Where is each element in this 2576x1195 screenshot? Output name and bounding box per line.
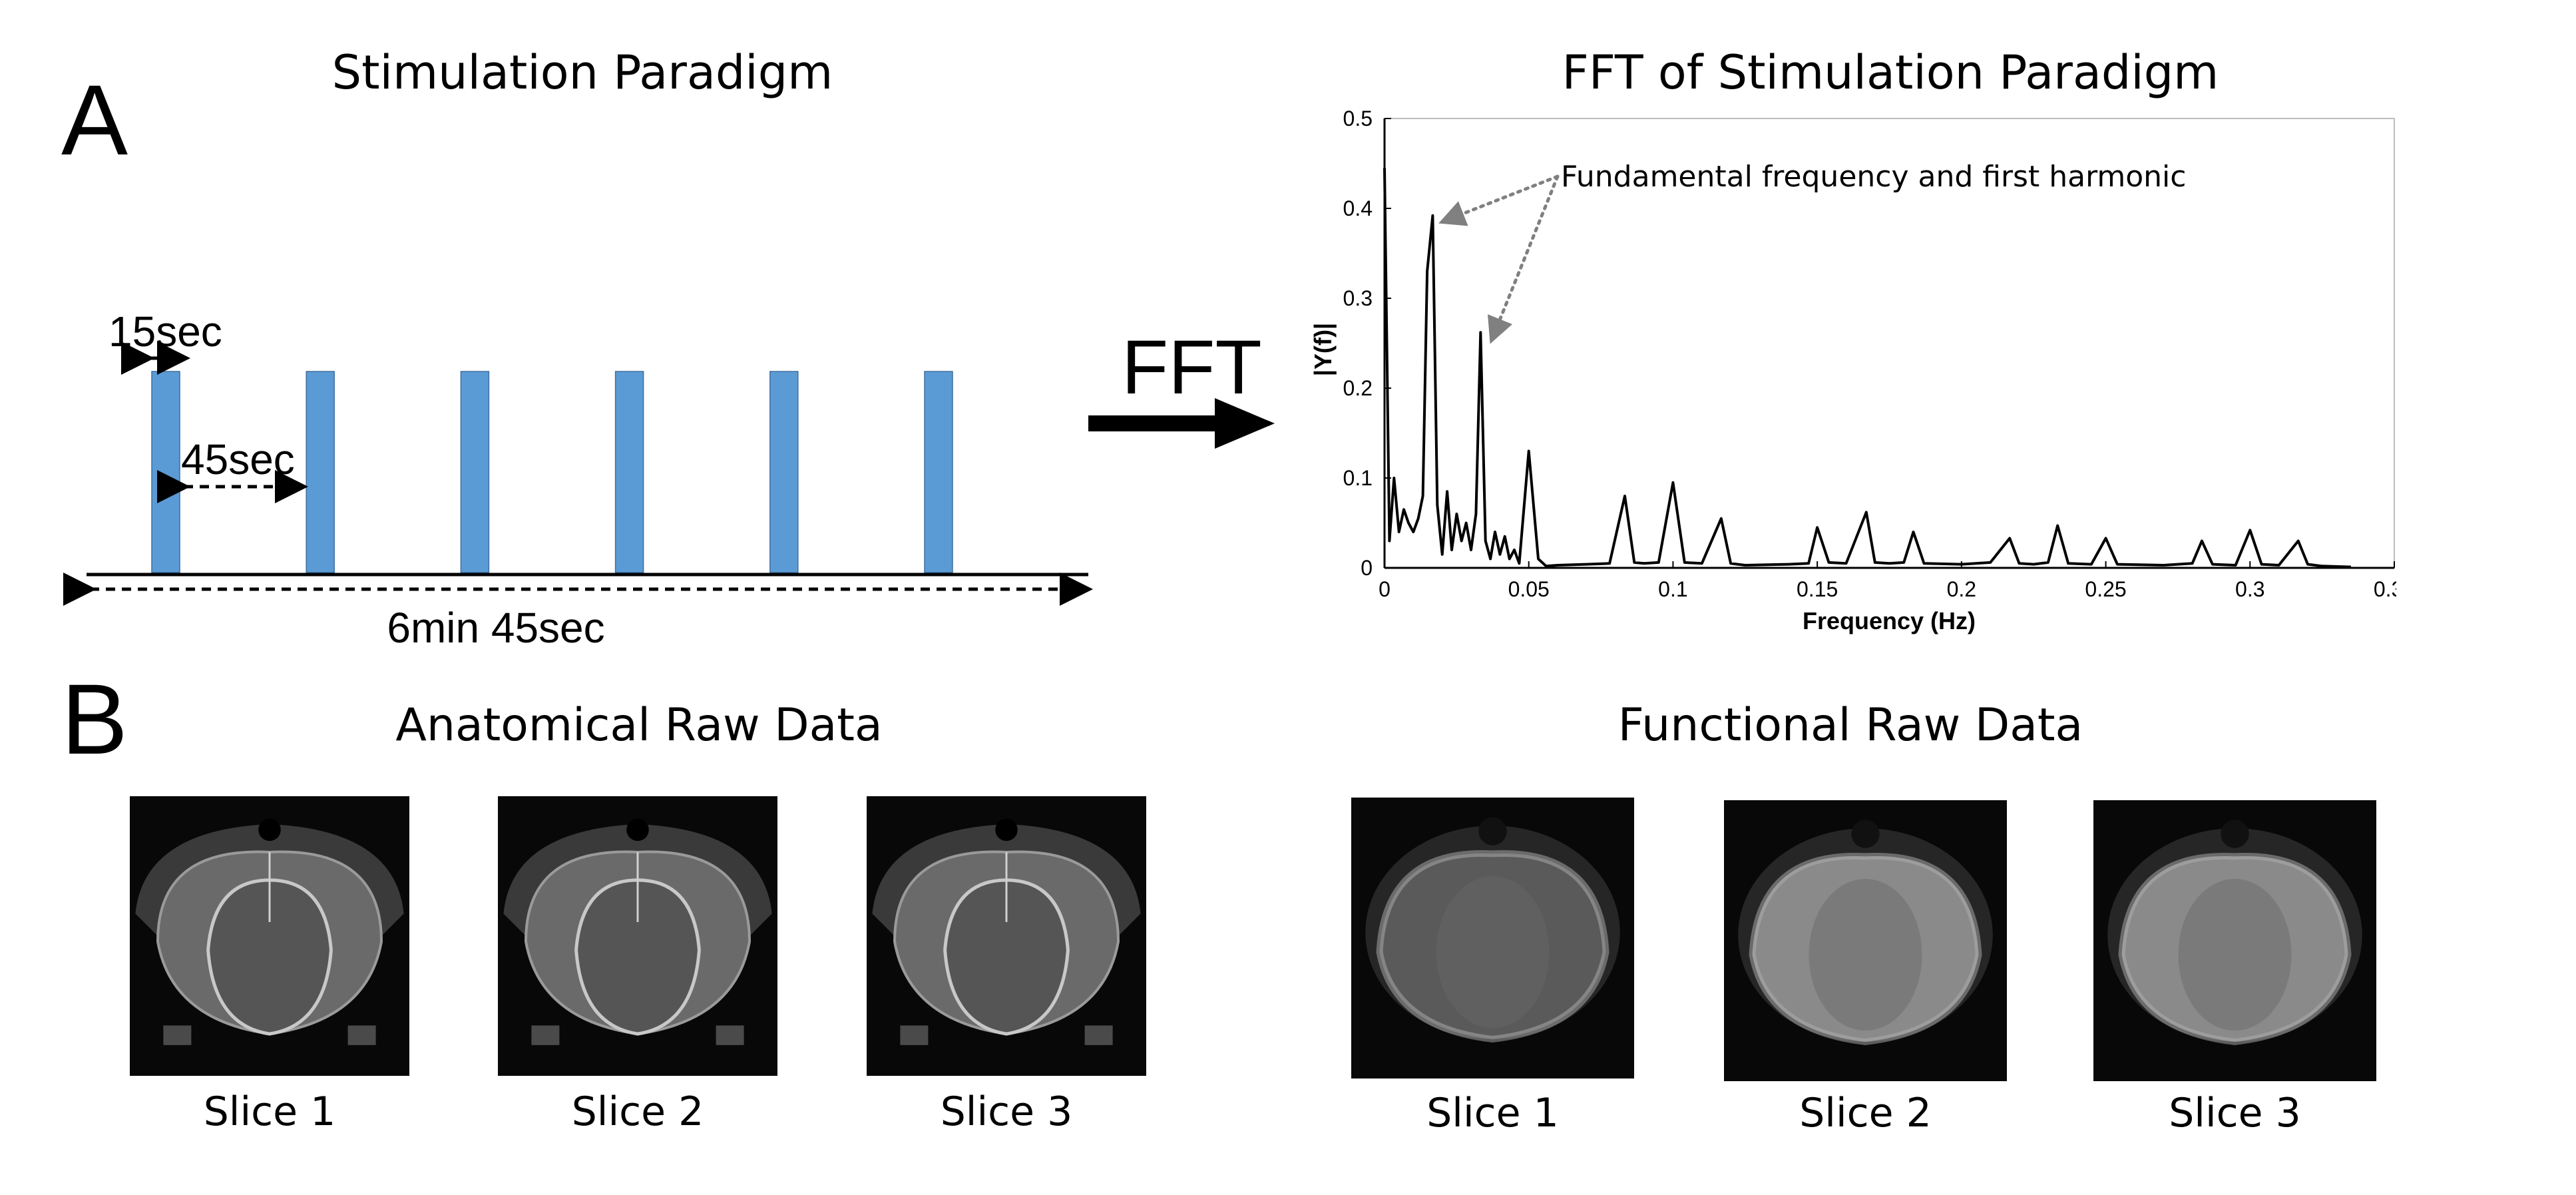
functional-slice-label: Slice 3: [2169, 1090, 2301, 1136]
x-tick-label: 0.1: [1658, 577, 1687, 601]
functional-slice-1-image: [1351, 798, 1634, 1078]
anatomical-title: Anatomical Raw Data: [395, 699, 883, 752]
anatomical-slice-2-image: [498, 796, 777, 1076]
anatomical-slice-label: Slice 1: [203, 1088, 336, 1135]
paradigm-title: Stimulation Paradigm: [332, 45, 833, 100]
x-tick-label: 0.25: [2085, 577, 2126, 601]
y-tick-label: 0.5: [1343, 107, 1373, 130]
stimulus-block: [460, 371, 490, 573]
fft-y-label: |Y(f)|: [1309, 323, 1337, 376]
x-tick-label: 0.35: [2374, 577, 2396, 601]
functional-slice-3-image: [2093, 800, 2376, 1081]
off-duration-label: 45sec: [181, 435, 295, 483]
fft-arrow-label: FFT: [1122, 325, 1262, 410]
functional-slice-label: Slice 1: [1426, 1090, 1559, 1136]
y-tick-label: 0.1: [1343, 466, 1373, 490]
on-duration-label: 15sec: [108, 308, 222, 356]
stimulus-block: [924, 371, 953, 573]
y-tick-label: 0.4: [1343, 196, 1373, 220]
x-tick-label: 0.15: [1797, 577, 1838, 601]
anatomical-slice-label: Slice 2: [571, 1088, 704, 1135]
fft-chart: FFT of Stimulation Paradigm 0 0.05 0.1 0.15…: [1309, 45, 2396, 634]
anatomical-slice-label: Slice 3: [940, 1088, 1073, 1135]
stimulus-block: [769, 371, 799, 573]
fft-series-line: [1383, 168, 2352, 569]
anatomical-slice-1-image: [130, 796, 409, 1076]
functional-slice-2-image: [1724, 800, 2007, 1081]
x-tick-label: 0.2: [1947, 577, 1976, 601]
x-tick-label: 0: [1379, 577, 1391, 601]
annotation-arrow: [1438, 174, 1560, 226]
stimulus-block: [306, 371, 335, 573]
fft-arrow: [1088, 398, 1275, 449]
stimulus-block: [614, 371, 644, 573]
fft-chart-title: FFT of Stimulation Paradigm: [1562, 45, 2219, 100]
fft-annotation-arrows: [1438, 174, 1560, 344]
x-tick-label: 0.3: [2235, 577, 2264, 601]
panel-b-label: B: [61, 663, 128, 775]
y-tick-label: 0.2: [1343, 376, 1373, 400]
fft-x-label: Frequency (Hz): [1803, 607, 1976, 634]
panel-a-label: A: [61, 64, 128, 176]
y-tick-label: 0.3: [1343, 286, 1373, 310]
stimulus-block: [151, 371, 180, 573]
functional-title: Functional Raw Data: [1617, 699, 2083, 752]
total-duration-label: 6min 45sec: [387, 604, 604, 652]
annotation-arrow: [1487, 174, 1560, 344]
x-tick-label: 0.05: [1508, 577, 1550, 601]
functional-slice-label: Slice 2: [1799, 1090, 1932, 1136]
anatomical-slice-3-image: [867, 796, 1146, 1076]
y-tick-label: 0: [1361, 556, 1373, 580]
stimulation-paradigm-figure: Stimulation Paradigm 15sec 45sec 6min 45…: [63, 45, 1093, 652]
stimulus-blocks: [151, 371, 953, 573]
fft-annotation: Fundamental frequency and first harmonic: [1561, 160, 2186, 194]
